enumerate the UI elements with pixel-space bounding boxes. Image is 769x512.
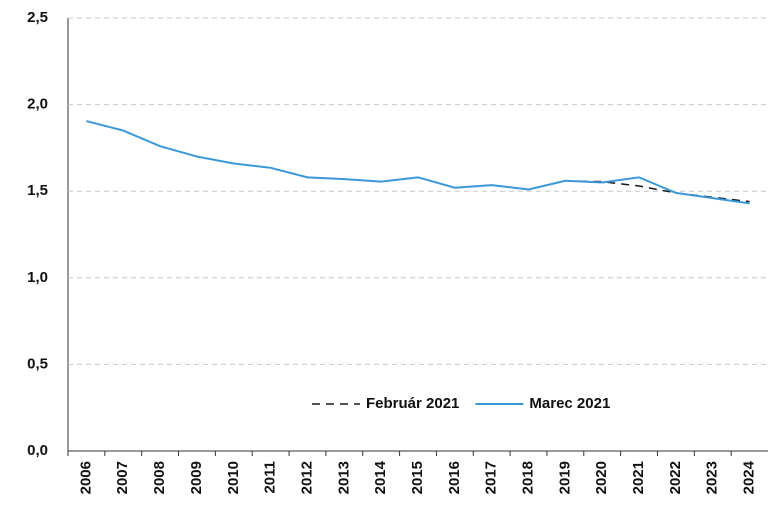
x-tick-label: 2018 — [519, 461, 536, 494]
x-tick-label: 2008 — [151, 461, 168, 494]
x-tick-label: 2013 — [335, 461, 352, 494]
x-tick-label: 2012 — [298, 461, 315, 494]
x-tick-label: 2010 — [225, 461, 242, 494]
x-tick-label: 2020 — [593, 461, 610, 494]
x-tick-label: 2022 — [667, 461, 684, 494]
y-tick-label: 1,0 — [27, 269, 48, 286]
x-tick-label: 2009 — [188, 461, 205, 494]
x-tick-label: 2024 — [741, 460, 758, 494]
legend-label: Marec 2021 — [529, 395, 610, 412]
x-tick-label: 2017 — [483, 461, 500, 494]
series-line — [86, 120, 750, 205]
y-tick-label: 0,5 — [27, 355, 48, 372]
legend-label: Február 2021 — [366, 395, 459, 412]
x-tick-label: 2006 — [77, 461, 94, 494]
x-tick-label: 2015 — [409, 461, 426, 494]
x-tick-label: 2023 — [704, 461, 721, 494]
y-tick-label: 2,0 — [27, 96, 48, 113]
y-tick-label: 0,0 — [27, 442, 48, 459]
y-tick-label: 1,5 — [27, 182, 48, 199]
x-tick-label: 2019 — [556, 461, 573, 494]
x-tick-label: 2011 — [262, 461, 279, 494]
x-tick-label: 2007 — [114, 461, 131, 494]
x-tick-label: 2014 — [372, 460, 389, 494]
y-tick-label: 2,5 — [27, 9, 48, 26]
series-line — [86, 120, 750, 203]
x-tick-label: 2021 — [630, 461, 647, 494]
x-tick-label: 2016 — [446, 461, 463, 494]
